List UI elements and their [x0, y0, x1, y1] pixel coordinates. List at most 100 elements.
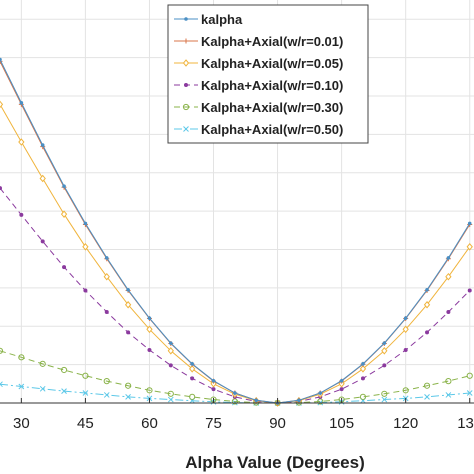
data-point — [402, 325, 409, 334]
series-group — [0, 347, 473, 407]
x-tick-label: 60 — [141, 415, 158, 432]
data-point — [339, 387, 344, 392]
data-point — [361, 362, 365, 366]
legend-label: Kalpha+Axial(w/r=0.05) — [201, 56, 343, 71]
data-point — [182, 103, 190, 111]
data-point — [18, 383, 25, 390]
data-point — [83, 288, 88, 293]
data-point — [382, 363, 387, 368]
data-point — [18, 138, 25, 146]
data-point — [233, 391, 237, 395]
x-axis-label: Alpha Value (Degrees) — [185, 453, 365, 472]
data-point — [167, 347, 174, 355]
data-point — [82, 372, 89, 379]
data-point — [445, 392, 452, 398]
x-tick-label: 30 — [13, 415, 30, 432]
data-point — [254, 398, 259, 403]
data-point — [167, 396, 174, 403]
data-point — [446, 256, 451, 260]
data-point — [339, 378, 344, 383]
data-point — [231, 398, 238, 405]
data-point — [359, 393, 367, 400]
data-point — [104, 256, 109, 260]
data-point — [467, 221, 472, 226]
series-group — [0, 57, 472, 405]
data-point — [147, 348, 152, 353]
data-point — [146, 387, 153, 394]
legend-label: Kalpha+Axial(w/r=0.10) — [201, 78, 343, 93]
data-point — [103, 378, 110, 385]
data-point — [190, 376, 195, 381]
series-line — [0, 104, 471, 404]
legend-label: Kalpha+Axial(w/r=0.50) — [201, 122, 343, 137]
data-point — [19, 101, 24, 105]
data-point — [183, 126, 189, 132]
data-point — [423, 382, 431, 389]
data-point — [104, 310, 109, 315]
data-point — [146, 325, 153, 334]
series-line — [0, 350, 470, 404]
data-point — [125, 394, 131, 400]
x-tick-label: 45 — [77, 415, 94, 432]
data-point — [360, 376, 365, 381]
x-tick-labels: 30 45 60 75 90 105 120 135 — [13, 415, 474, 432]
legend: kalpha Kalpha+Axial(w/r=0.01) Kalpha+Axial… — [167, 4, 369, 144]
data-point — [167, 390, 174, 397]
data-point — [318, 391, 323, 395]
data-point — [183, 38, 189, 44]
data-point — [211, 387, 216, 392]
data-point — [62, 265, 67, 270]
data-point — [82, 390, 89, 396]
data-point — [62, 184, 66, 188]
data-point — [297, 398, 301, 403]
x-tick-label: 105 — [329, 415, 354, 432]
data-point — [0, 347, 4, 354]
data-point — [124, 300, 132, 309]
data-point — [381, 390, 388, 397]
x-tick-label: 75 — [205, 415, 222, 432]
data-point — [317, 398, 324, 405]
data-point — [381, 347, 388, 355]
data-point — [423, 300, 431, 309]
data-point — [382, 341, 387, 345]
data-point — [147, 316, 152, 320]
data-point — [184, 17, 188, 21]
data-point — [189, 393, 196, 400]
data-point — [424, 394, 430, 400]
data-point — [0, 186, 2, 191]
series-line — [0, 187, 471, 404]
x-tick-label: 120 — [393, 415, 418, 432]
data-point — [190, 362, 194, 366]
data-point — [466, 372, 473, 379]
data-point — [103, 392, 110, 398]
data-point — [169, 341, 173, 345]
data-point — [60, 366, 68, 374]
data-point — [402, 387, 409, 394]
data-point — [168, 363, 173, 368]
legend-box — [167, 4, 369, 144]
data-point — [0, 381, 3, 388]
data-point — [425, 330, 430, 335]
data-point — [210, 380, 217, 388]
data-point — [445, 378, 452, 385]
data-point — [126, 287, 130, 292]
legend-label: kalpha — [201, 12, 243, 27]
data-point — [125, 382, 132, 389]
data-point — [61, 388, 67, 394]
data-point — [445, 272, 452, 281]
data-point — [18, 354, 25, 361]
data-point — [83, 221, 88, 226]
data-point — [359, 365, 367, 373]
data-point — [467, 288, 472, 293]
legend-label: Kalpha+Axial(w/r=0.01) — [201, 34, 343, 49]
data-point — [126, 330, 131, 335]
x-tick-label: 135 — [457, 415, 474, 432]
data-point — [182, 59, 190, 67]
data-point — [403, 316, 408, 320]
data-point — [0, 57, 2, 62]
data-point — [39, 360, 46, 367]
data-point — [82, 243, 89, 251]
data-point — [466, 390, 473, 396]
data-point — [0, 100, 4, 109]
